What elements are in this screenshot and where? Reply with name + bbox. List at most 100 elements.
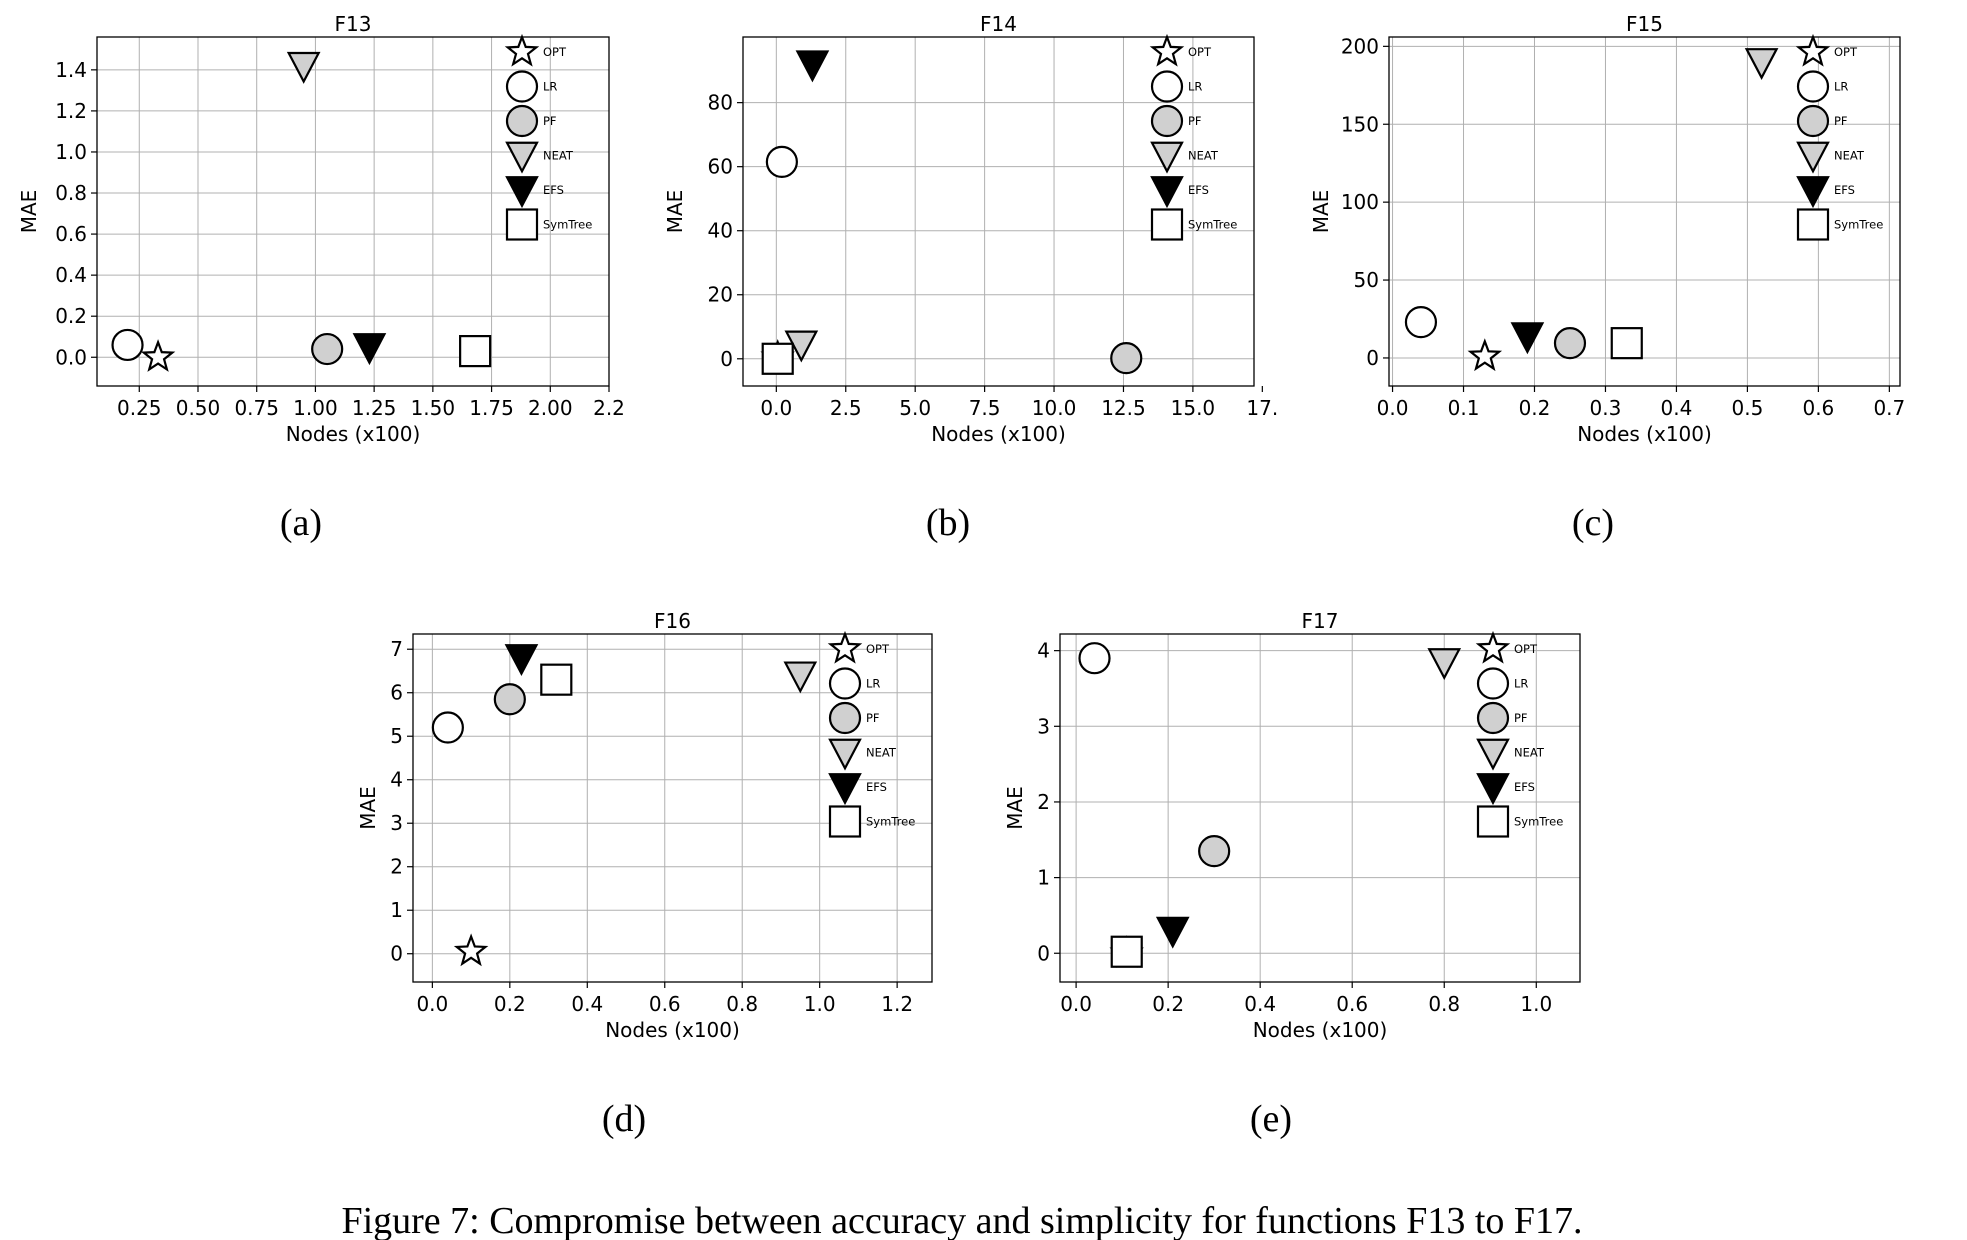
y-tick-label: 0.6 xyxy=(55,222,87,246)
x-axis-label: Nodes (x100) xyxy=(1577,422,1712,446)
y-tick-label: 40 xyxy=(708,219,733,243)
data-points xyxy=(431,644,818,967)
x-tick-label: 0.50 xyxy=(176,396,221,420)
y-tick-label: 200 xyxy=(1341,34,1379,58)
legend-label-efs: EFS xyxy=(543,183,564,197)
legend-marker-lr xyxy=(1796,70,1830,103)
y-tick-label: 60 xyxy=(708,155,733,179)
legend-label-pf: PF xyxy=(1834,114,1848,128)
x-axis-label: Nodes (x100) xyxy=(931,422,1066,446)
panel-label: (e) xyxy=(1250,1098,1292,1140)
panel-label: (b) xyxy=(926,502,970,544)
legend-marker-lr xyxy=(1476,667,1510,700)
y-tick-label: 0 xyxy=(720,347,733,371)
y-tick-label: 150 xyxy=(1341,112,1379,136)
y-tick-label: 80 xyxy=(708,91,733,115)
point-neat xyxy=(784,330,819,363)
legend-label-symtree: SymTree xyxy=(866,815,915,829)
legend-marker-efs xyxy=(828,773,862,806)
y-tick-label: 2 xyxy=(1037,790,1050,814)
chart-title: F13 xyxy=(335,12,372,36)
chart-title: F15 xyxy=(1626,12,1663,36)
x-tick-label: 17. xyxy=(1246,396,1278,420)
x-tick-label: 7.5 xyxy=(969,396,1001,420)
x-tick-label: 1.2 xyxy=(881,992,913,1016)
point-symtree xyxy=(540,663,573,696)
y-tick-label: 1.0 xyxy=(55,140,87,164)
legend-marker-efs xyxy=(1476,773,1510,806)
x-tick-label: 0.75 xyxy=(234,396,279,420)
point-pf xyxy=(1198,835,1231,868)
y-axis-label: MAE xyxy=(1309,190,1333,234)
x-tick-label: 1.75 xyxy=(469,396,514,420)
legend-label-pf: PF xyxy=(1514,711,1528,725)
x-tick-label: 10.0 xyxy=(1032,396,1077,420)
legend: OPT LR PF NEAT EFS SymTree xyxy=(1795,33,1883,241)
x-tick-label: 0.2 xyxy=(1152,992,1184,1016)
legend-label-efs: EFS xyxy=(1188,183,1209,197)
legend-label-neat: NEAT xyxy=(543,149,574,163)
legend-label-symtree: SymTree xyxy=(1834,218,1883,232)
point-efs xyxy=(795,50,830,83)
y-tick-label: 0.8 xyxy=(55,181,87,205)
x-tick-label: 0.4 xyxy=(1244,992,1276,1016)
legend-label-pf: PF xyxy=(1188,114,1202,128)
point-symtree xyxy=(459,335,492,368)
x-tick-label: 0.7 xyxy=(1873,396,1905,420)
x-tick-label: 0.0 xyxy=(416,992,448,1016)
legend-marker-neat xyxy=(505,141,539,174)
chart-title: F16 xyxy=(654,609,691,633)
y-tick-label: 0.2 xyxy=(55,304,87,328)
legend-marker-opt xyxy=(827,630,863,664)
legend-marker-neat xyxy=(1150,141,1184,174)
x-tick-label: 1.0 xyxy=(1520,992,1552,1016)
legend: OPT LR PF NEAT EFS SymTree xyxy=(1149,33,1237,241)
legend-marker-lr xyxy=(1150,70,1184,103)
legend-label-opt: OPT xyxy=(1514,642,1538,656)
legend: OPT LR PF NEAT EFS SymTree xyxy=(504,33,592,241)
x-tick-label: 0.2 xyxy=(494,992,526,1016)
y-tick-label: 0.0 xyxy=(55,345,87,369)
y-axis-label: MAE xyxy=(663,190,687,234)
x-tick-label: 0.6 xyxy=(1802,396,1834,420)
point-opt xyxy=(1467,338,1503,372)
point-neat xyxy=(286,51,321,84)
legend-label-opt: OPT xyxy=(1834,45,1858,59)
legend-label-neat: NEAT xyxy=(866,746,897,760)
legend-marker-opt xyxy=(504,33,540,67)
y-tick-label: 100 xyxy=(1341,190,1379,214)
y-tick-label: 0 xyxy=(1037,941,1050,965)
legend-label-lr: LR xyxy=(866,677,880,691)
y-tick-label: 5 xyxy=(390,724,403,748)
x-axis-label: Nodes (x100) xyxy=(286,422,421,446)
point-neat xyxy=(1427,648,1462,681)
point-neat xyxy=(1744,48,1779,81)
legend-label-pf: PF xyxy=(543,114,557,128)
chart-panel-f17: 0.0 0.2 0.4 0.6 0.8 1.0 0 1 2 3 4 F17 Nodes (x100) MA… xyxy=(1003,609,1581,1140)
legend-label-lr: LR xyxy=(543,80,557,94)
legend-label-neat: NEAT xyxy=(1514,746,1545,760)
x-tick-label: 12.5 xyxy=(1101,396,1146,420)
y-tick-label: 4 xyxy=(1037,639,1050,663)
legend-label-symtree: SymTree xyxy=(1188,218,1237,232)
legend-marker-neat xyxy=(828,738,862,771)
x-axis-label: Nodes (x100) xyxy=(1253,1018,1388,1042)
legend-marker-pf xyxy=(828,701,862,735)
x-tick-label: 2.00 xyxy=(528,396,573,420)
chart-panel-f14: 0.0 2.5 5.0 7.5 10.0 12.5 15.0 17. 0 20 40 60 80 F14 N… xyxy=(663,12,1278,544)
x-tick-label: 0.4 xyxy=(1661,396,1693,420)
chart-panel-f13: 0.25 0.50 0.75 1.00 1.25 1.50 1.75 2.00 2.2 0.0 0.… xyxy=(17,12,625,544)
plot-frame xyxy=(1059,633,1581,983)
x-tick-label: 0.4 xyxy=(571,992,603,1016)
point-lr xyxy=(431,711,464,744)
data-points xyxy=(1078,642,1462,968)
x-tick-label: 1.00 xyxy=(293,396,338,420)
legend-marker-efs xyxy=(1796,176,1830,209)
point-pf xyxy=(311,332,344,366)
point-opt xyxy=(140,339,176,372)
legend-label-opt: OPT xyxy=(543,45,567,59)
legend-marker-lr xyxy=(828,667,862,700)
x-tick-label: 0.3 xyxy=(1590,396,1622,420)
legend-marker-opt xyxy=(1795,33,1831,67)
